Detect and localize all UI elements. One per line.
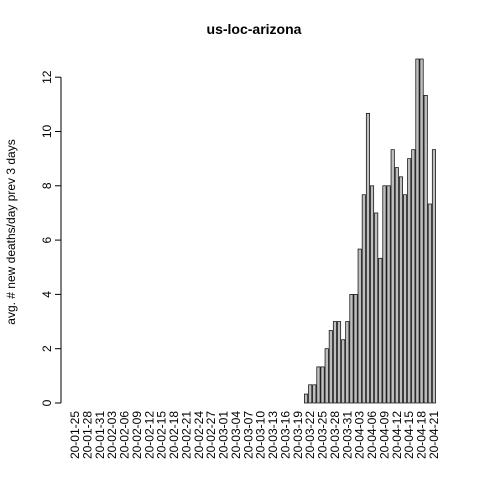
y-tick-label: 10 <box>40 124 54 138</box>
y-tick-label: 8 <box>40 182 54 189</box>
x-tick-label: 20-03-19 <box>291 411 305 459</box>
x-tick-label: 20-03-31 <box>340 411 354 459</box>
bar <box>378 257 383 404</box>
x-tick-label: 20-02-27 <box>204 411 218 459</box>
x-tick-label: 20-02-18 <box>167 411 181 459</box>
bar <box>332 321 337 404</box>
bar <box>415 58 420 404</box>
bar <box>427 203 432 404</box>
x-tick-label: 20-02-06 <box>118 411 132 459</box>
bar <box>394 167 399 404</box>
bar <box>304 393 309 404</box>
bar <box>349 294 354 404</box>
bar <box>328 330 333 404</box>
bar <box>353 294 358 404</box>
x-tick-label: 20-04-06 <box>365 411 379 459</box>
bar <box>382 185 387 404</box>
x-tick-label: 20-04-12 <box>390 411 404 459</box>
x-tick-label: 20-04-03 <box>353 411 367 459</box>
x-tick-label: 20-02-15 <box>155 411 169 459</box>
bar <box>312 384 317 404</box>
bar <box>337 321 342 404</box>
bar <box>411 149 416 404</box>
y-tick-label: 0 <box>40 399 54 406</box>
bar <box>423 95 428 404</box>
bar <box>320 366 325 404</box>
x-tick-label: 20-03-25 <box>316 411 330 459</box>
bar <box>357 248 362 404</box>
x-tick-label: 20-02-21 <box>179 411 193 459</box>
bar <box>374 212 379 404</box>
x-tick-label: 20-01-25 <box>68 411 82 459</box>
y-tick-label: 4 <box>40 291 54 298</box>
x-tick-label: 20-02-09 <box>130 411 144 459</box>
bar <box>419 58 424 404</box>
bar <box>324 348 329 404</box>
x-tick-label: 20-04-18 <box>415 411 429 459</box>
bar <box>308 384 313 404</box>
x-tick-label: 20-03-28 <box>328 411 342 459</box>
x-tick-label: 20-02-12 <box>142 411 156 459</box>
bar <box>390 149 395 404</box>
bar <box>316 366 321 404</box>
x-tick-label: 20-02-24 <box>192 411 206 459</box>
x-tick-label: 20-04-21 <box>427 411 441 459</box>
x-tick-label: 20-04-09 <box>377 411 391 459</box>
x-tick-label: 20-03-07 <box>241 411 255 459</box>
bar <box>407 158 412 404</box>
x-tick-label: 20-01-28 <box>80 411 94 459</box>
bar <box>403 194 408 404</box>
bar <box>365 112 370 404</box>
bar <box>431 149 436 404</box>
x-tick-label: 20-03-22 <box>303 411 317 459</box>
y-tick-label: 2 <box>40 345 54 352</box>
y-tick-label: 12 <box>40 70 54 84</box>
y-tick-label: 6 <box>40 236 54 243</box>
bar <box>370 185 375 404</box>
x-tick-label: 20-03-10 <box>254 411 268 459</box>
x-tick-label: 20-03-01 <box>217 411 231 459</box>
bar <box>361 194 366 404</box>
x-tick-label: 20-03-04 <box>229 411 243 459</box>
x-tick-label: 20-03-16 <box>278 411 292 459</box>
y-axis-label: avg. # new deaths/day prev 3 days <box>4 139 18 324</box>
chart-title: us-loc-arizona <box>207 21 302 37</box>
x-tick-label: 20-01-31 <box>93 411 107 459</box>
x-tick-label: 20-04-15 <box>402 411 416 459</box>
bar <box>345 321 350 404</box>
bar <box>386 185 391 404</box>
x-tick-label: 20-02-03 <box>105 411 119 459</box>
bar <box>398 176 403 404</box>
x-tick-label: 20-03-13 <box>266 411 280 459</box>
bar <box>341 339 346 404</box>
